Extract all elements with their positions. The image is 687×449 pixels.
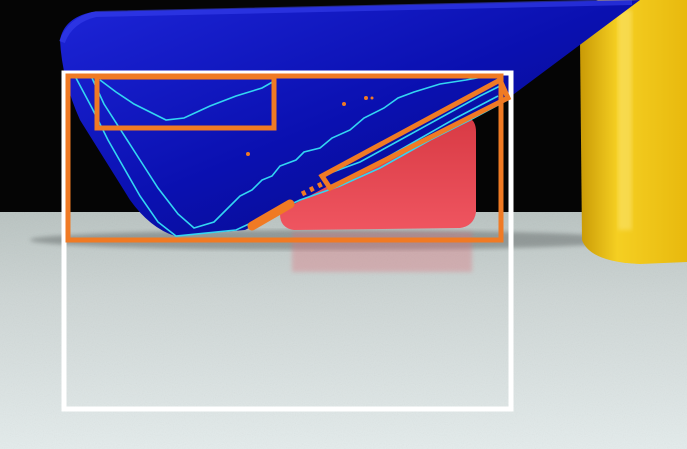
detection-segment-thick	[247, 199, 295, 231]
speckle	[246, 152, 250, 156]
speckle	[342, 102, 346, 106]
detection-box-diagonal	[318, 76, 512, 192]
detection-speckles	[246, 96, 374, 156]
contour-top	[99, 79, 277, 121]
detection-segment-dashed	[300, 181, 324, 197]
detection-box-top-left	[94, 74, 277, 131]
outer-bounding-box	[61, 70, 514, 412]
detection-box-large	[65, 73, 504, 243]
yellow-object	[580, 0, 687, 264]
speckle	[370, 96, 374, 100]
contour-diagonal-a	[321, 83, 505, 177]
detection-overlays	[65, 73, 512, 243]
blue-object	[60, 0, 640, 236]
speckle	[364, 96, 368, 100]
contour-inner	[91, 75, 500, 229]
yellow-object-highlight	[618, 10, 632, 230]
blue-object-top-edge	[59, 0, 633, 44]
